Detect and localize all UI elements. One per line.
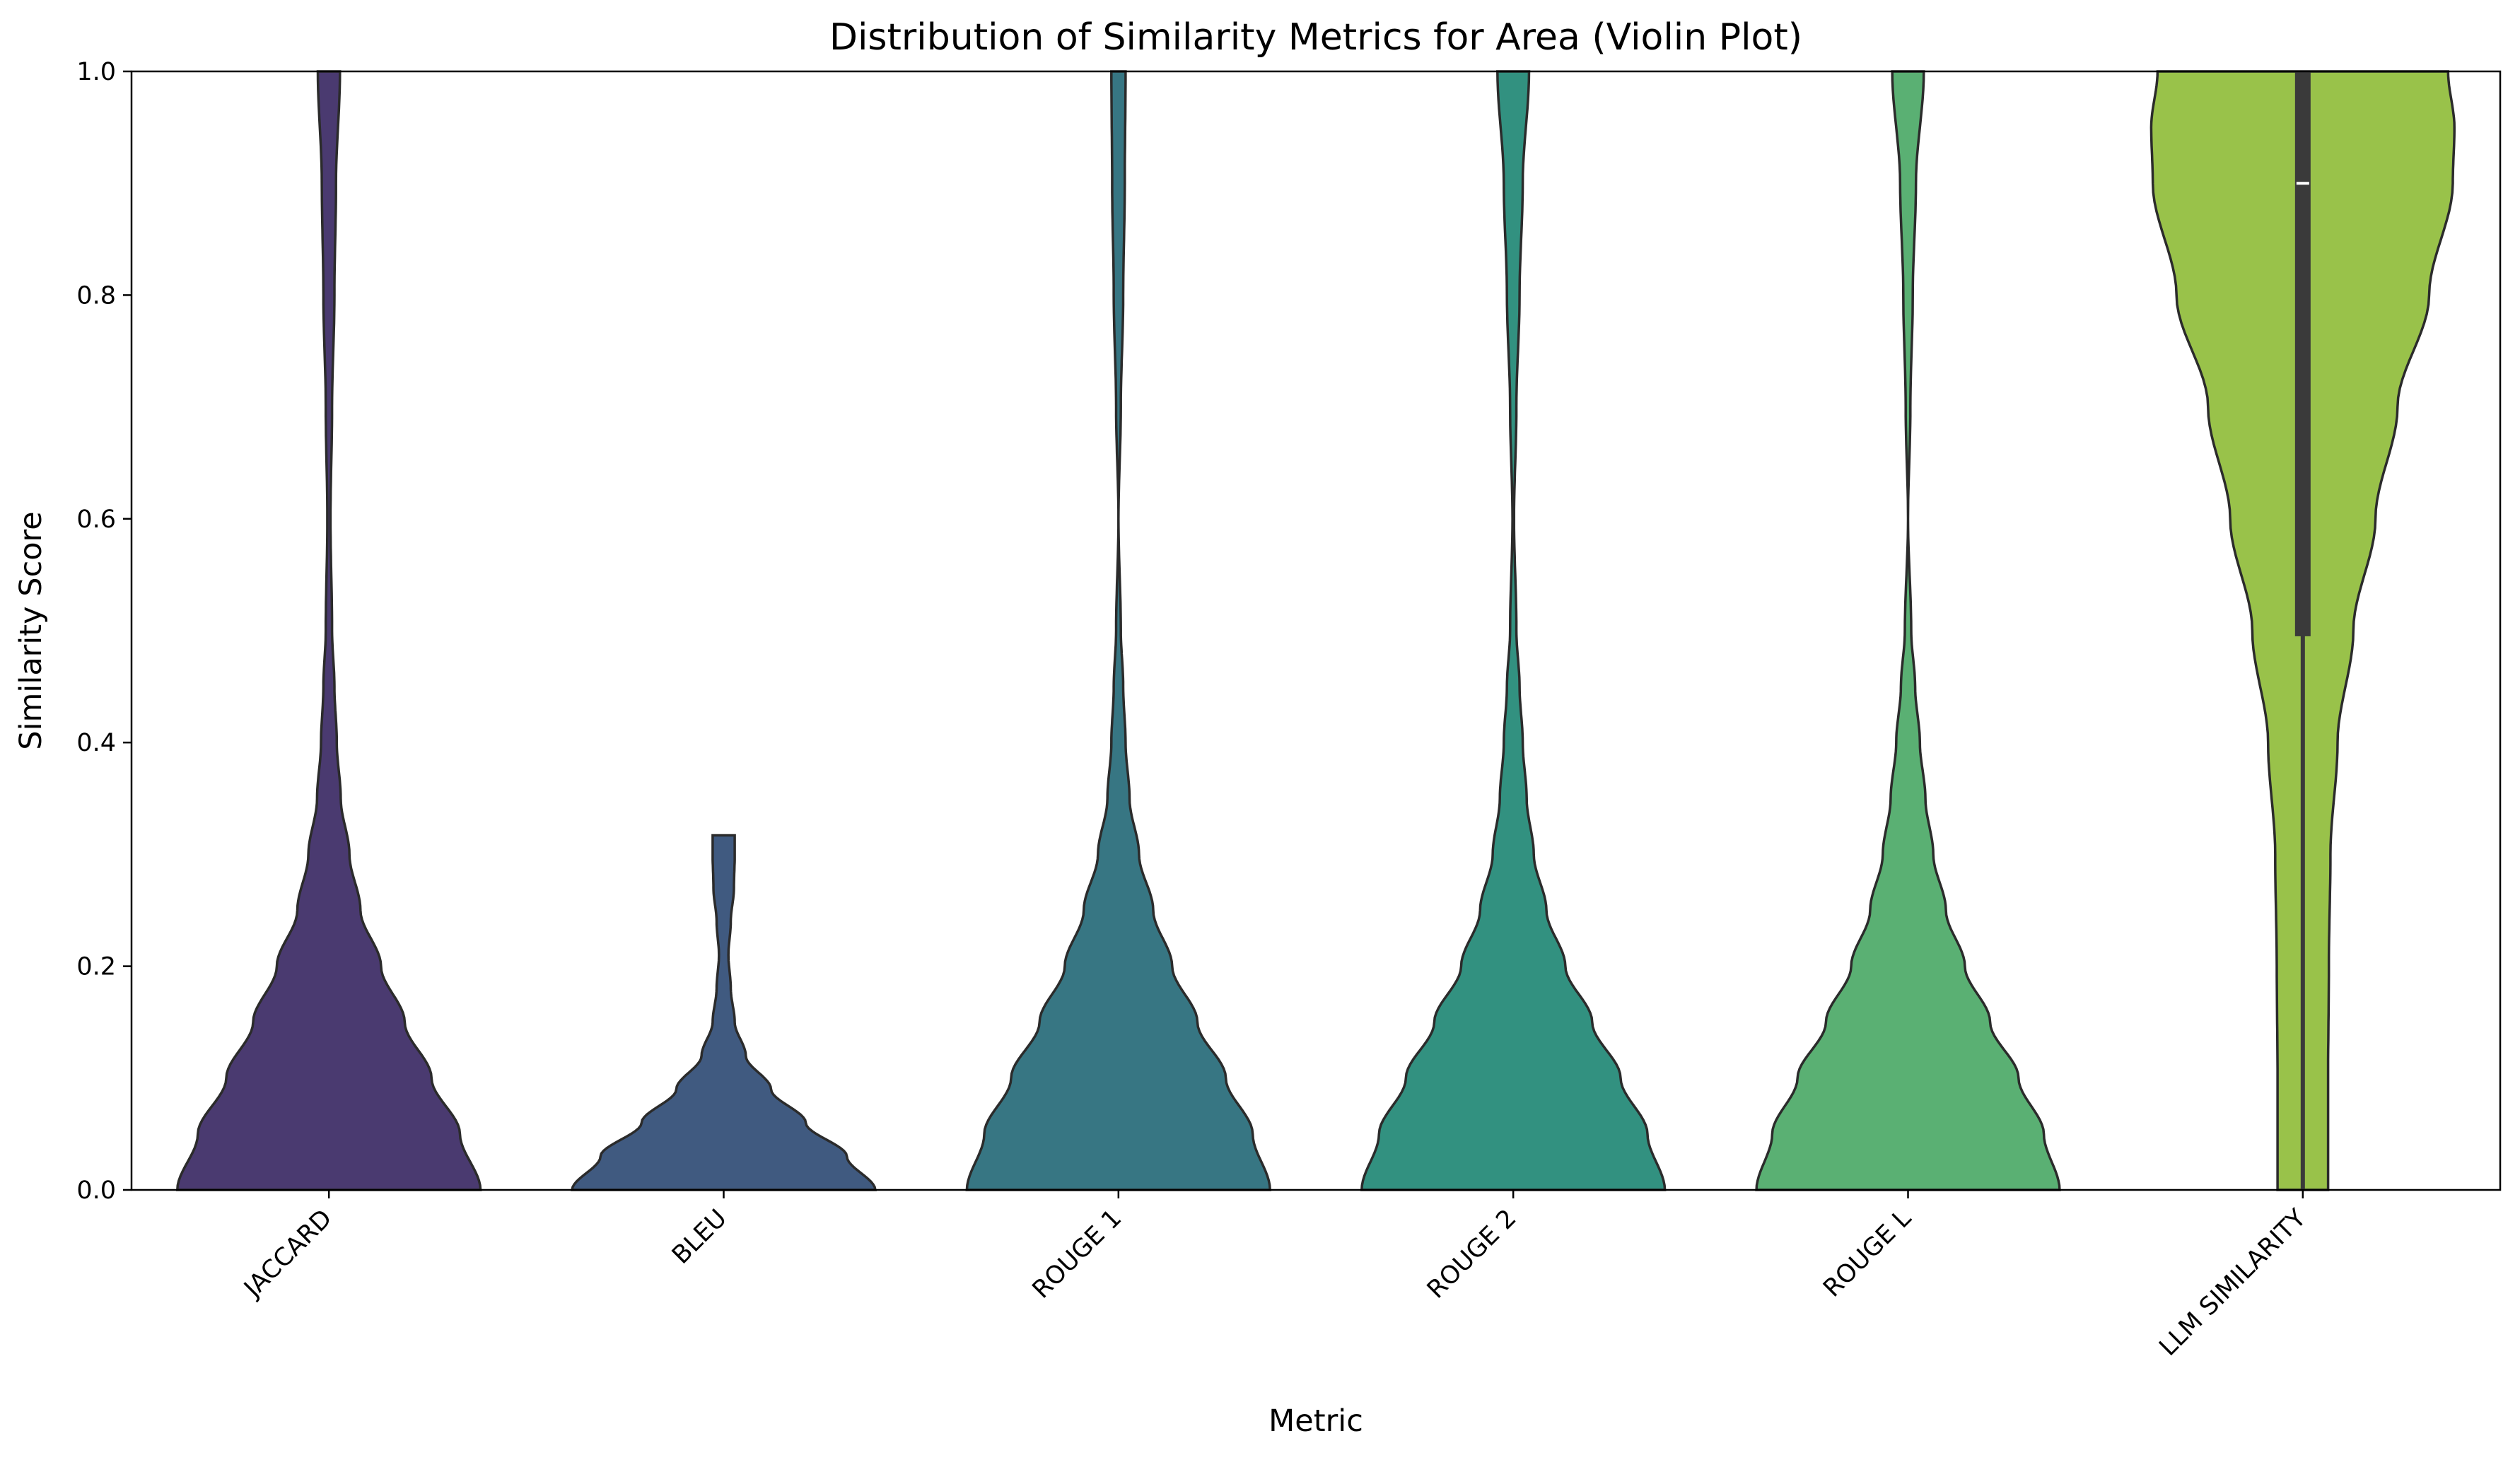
y-tick-label: 1.0 bbox=[76, 58, 116, 86]
violin-bleu bbox=[570, 834, 877, 1191]
y-tick-label: 0.8 bbox=[76, 281, 116, 310]
y-tick-label: 0.0 bbox=[76, 1176, 116, 1205]
chart-title: Distribution of Similarity Metrics for A… bbox=[829, 16, 1802, 59]
y-tick-label: 0.6 bbox=[76, 506, 116, 534]
box-iqr bbox=[2294, 71, 2311, 636]
y-tick-label: 0.2 bbox=[76, 953, 116, 981]
plot-frame bbox=[130, 70, 2502, 1191]
x-axis-label: Metric bbox=[1268, 1403, 1363, 1439]
y-tick-label: 0.4 bbox=[76, 729, 116, 757]
box-layer bbox=[2294, 71, 2311, 1190]
y-axis-ticks: 0.0 0.2 0.4 0.6 0.8 1.0 bbox=[76, 58, 132, 1205]
y-axis-label: Similarity Score bbox=[13, 511, 49, 749]
